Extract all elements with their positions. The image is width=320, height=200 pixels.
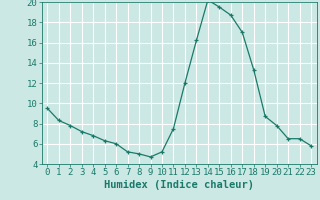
X-axis label: Humidex (Indice chaleur): Humidex (Indice chaleur) — [104, 180, 254, 190]
